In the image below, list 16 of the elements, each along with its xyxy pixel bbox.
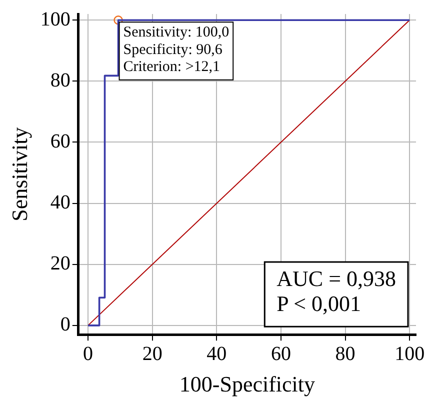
y-axis-title: Sensitivity <box>6 127 32 222</box>
y-tick-label: 0 <box>60 314 70 336</box>
x-tick-label: 60 <box>270 342 291 365</box>
x-tick-label: 0 <box>83 342 94 365</box>
y-tick-label: 80 <box>50 69 70 92</box>
y-tick-label: 20 <box>50 252 70 275</box>
y-tick-label: 40 <box>50 192 70 214</box>
y-tick-label: 100 <box>40 8 70 30</box>
x-tick-label: 100 <box>394 342 425 365</box>
x-axis-title: 100-Specificity <box>179 372 316 397</box>
x-tick-label: 80 <box>335 342 356 365</box>
annotation: Sensitivity: 100,0 Specificity: 90,6 Criterion: >12,1 <box>123 24 230 76</box>
x-tick-label: 20 <box>142 342 162 365</box>
x-tick-label: 40 <box>206 342 227 365</box>
y-tick-label: 60 <box>50 130 70 152</box>
annotation: AUC = 0,938 P < 0,001 <box>276 266 396 316</box>
